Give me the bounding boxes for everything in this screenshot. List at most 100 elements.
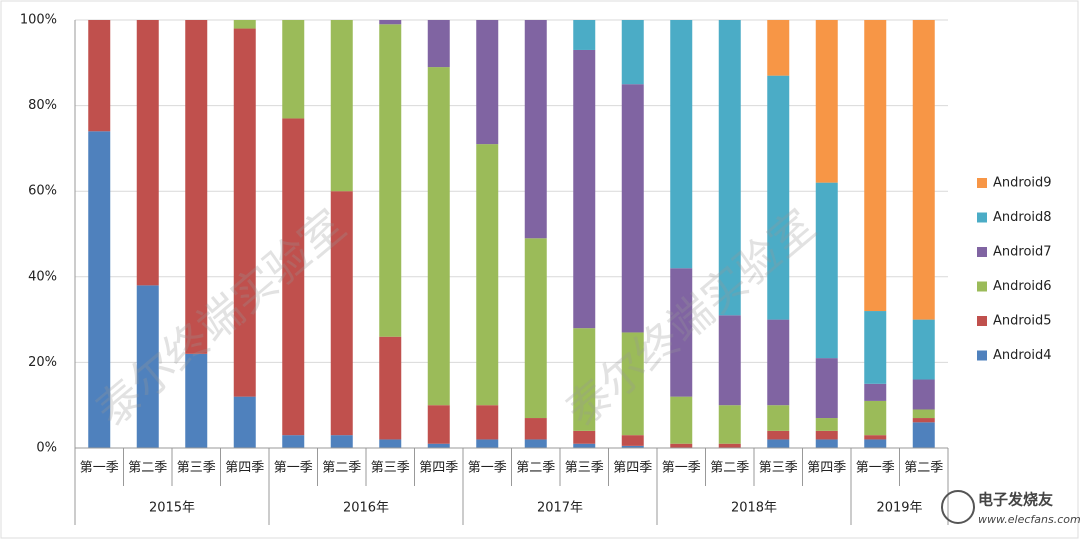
bar-segment	[524, 439, 547, 448]
x-tick-label: 第四季	[807, 461, 846, 476]
bar-segment	[282, 118, 305, 436]
bar-segment	[573, 328, 596, 431]
x-tick-label: 第二季	[516, 461, 555, 476]
y-tick-label: 80%	[28, 98, 57, 113]
bar-segment	[524, 20, 547, 239]
x-tick-label: 第四季	[225, 461, 264, 476]
bar-segment	[233, 20, 256, 29]
bar-segment	[767, 20, 790, 76]
x-tick-label: 第四季	[419, 461, 458, 476]
bar-segment	[476, 20, 499, 145]
bar-segment	[233, 28, 256, 397]
x-tick-label: 第二季	[128, 461, 167, 476]
bar-segment	[379, 439, 402, 448]
bar-segment	[573, 20, 596, 50]
y-tick-label: 0%	[36, 441, 57, 456]
legend-swatch	[977, 316, 987, 326]
bar-segment	[476, 439, 499, 448]
bar-segment	[718, 443, 741, 448]
bar-segment	[670, 20, 693, 269]
bar-segment	[185, 20, 208, 354]
logo-mark	[941, 490, 975, 524]
bar-segment	[282, 20, 305, 119]
legend-label: Android6	[993, 279, 1052, 294]
legend-label: Android4	[993, 348, 1052, 363]
legend-label: Android9	[993, 176, 1052, 191]
x-tick-label: 第三季	[371, 461, 410, 476]
x-tick-label: 第一季	[468, 461, 507, 476]
bar-segment	[815, 182, 838, 359]
bar-segment	[912, 409, 935, 419]
bar-segment	[427, 443, 450, 448]
bar-segment	[621, 20, 644, 85]
bar-segment	[718, 315, 741, 406]
legend-label: Android8	[993, 210, 1052, 225]
bar-segment	[912, 418, 935, 423]
bar-segment	[815, 430, 838, 440]
bar-segment	[573, 443, 596, 448]
x-tick-label: 第一季	[80, 461, 119, 476]
legend-swatch	[977, 247, 987, 257]
legend-swatch	[977, 212, 987, 223]
bar-segment	[864, 20, 887, 312]
x-tick-label: 第二季	[710, 461, 749, 476]
bar-segment	[524, 238, 547, 419]
x-tick-label: 第一季	[662, 461, 701, 476]
bar-segment	[621, 435, 644, 446]
bar-segment	[621, 84, 644, 333]
bar-segment	[185, 353, 208, 448]
group-label: 2019年	[876, 501, 922, 516]
bar-segment	[912, 20, 935, 320]
bar-segment	[670, 443, 693, 448]
bar-segment	[912, 422, 935, 448]
x-tick-label: 第三季	[565, 461, 604, 476]
x-tick-label: 第二季	[904, 461, 943, 476]
bar-segment	[330, 191, 353, 436]
bar-segment	[379, 24, 402, 337]
logo-url: www.elecfans.com	[978, 513, 1080, 526]
bar-segment	[476, 405, 499, 440]
legend-swatch	[977, 350, 987, 361]
bar-segment	[427, 67, 450, 406]
bar-segment	[573, 49, 596, 329]
x-tick-label: 第二季	[322, 461, 361, 476]
x-tick-label: 第三季	[177, 461, 216, 476]
bar-segment	[136, 20, 159, 286]
legend-swatch	[977, 281, 987, 292]
bar-segment	[282, 435, 305, 448]
bar-segment	[621, 332, 644, 436]
bar-segment	[476, 144, 499, 406]
bar-segment	[815, 358, 838, 419]
bar-segment	[767, 439, 790, 448]
bar-segment	[864, 439, 887, 448]
group-label: 2018年	[731, 501, 777, 516]
bar-segment	[330, 20, 353, 192]
bar-segment	[233, 396, 256, 448]
bar-segment	[670, 396, 693, 444]
x-tick-label: 第一季	[274, 461, 313, 476]
bar-segment	[88, 20, 111, 132]
bar-segment	[524, 418, 547, 440]
bar-segment	[330, 435, 353, 448]
bar-segment	[864, 383, 887, 401]
y-tick-label: 60%	[28, 184, 57, 199]
bar-segment	[815, 418, 838, 431]
bar-segment	[573, 430, 596, 444]
group-label: 2016年	[343, 501, 389, 516]
group-label: 2017年	[537, 501, 583, 516]
bar-segment	[670, 268, 693, 397]
bar-segment	[427, 20, 450, 68]
bar-segment	[379, 20, 402, 25]
bar-segment	[864, 400, 887, 436]
legend-label: Android7	[993, 245, 1052, 260]
legend-label: Android5	[993, 314, 1052, 329]
bar-segment	[88, 131, 111, 448]
bar-segment	[136, 285, 159, 448]
bar-segment	[767, 405, 790, 431]
x-tick-label: 第一季	[856, 461, 895, 476]
y-tick-label: 20%	[28, 355, 57, 370]
bar-segment	[621, 445, 644, 448]
bar-segment	[767, 430, 790, 440]
bar-segment	[767, 75, 790, 320]
